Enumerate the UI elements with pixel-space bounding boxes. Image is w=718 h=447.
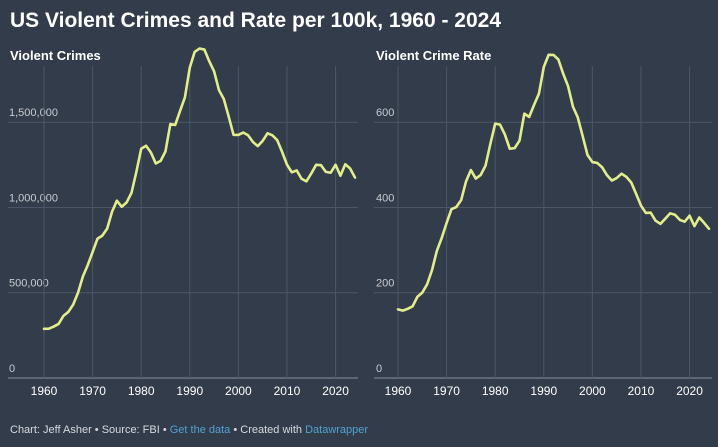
left-chart-title: Violent Crimes [10, 48, 101, 63]
datawrapper-link[interactable]: Datawrapper [305, 424, 369, 436]
violent-crimes-y-tick-label: 500,000 [9, 278, 49, 290]
violent-crimes-x-tick-label: 1960 [31, 384, 58, 398]
crime-rate-x-tick-label: 1990 [530, 384, 557, 398]
violent-crimes-x-tick-label: 2020 [322, 384, 349, 398]
footer-separator: • [159, 424, 170, 436]
violent-crimes-y-tick-label: 1,000,000 [9, 192, 58, 204]
violent-crimes-x-tick-label: 2000 [225, 384, 252, 398]
crime-rate-y-tick-label: 400 [376, 192, 394, 204]
crime-rate-y-tick-label: 200 [376, 278, 394, 290]
violent-crimes-x-tick-label: 1990 [176, 384, 203, 398]
violent-crimes-y-tick-label: 0 [9, 363, 15, 375]
footer-separator: • [91, 424, 102, 436]
footer-credit: Chart: Jeff Asher [10, 424, 92, 436]
footer-separator: • [230, 424, 241, 436]
right-chart-title: Violent Crime Rate [376, 48, 492, 63]
crime-rate-y-tick-label: 600 [376, 107, 394, 119]
get-the-data-link[interactable]: Get the data [169, 424, 231, 436]
crime-rate-x-tick-label: 1970 [433, 384, 460, 398]
violent-crimes-x-tick-label: 1980 [128, 384, 155, 398]
footer-created-with: Created with [240, 424, 306, 436]
footer: Chart: Jeff Asher • Source: FBI • Get th… [10, 424, 368, 436]
violent-crimes-y-tick-label: 1,500,000 [9, 107, 58, 119]
crime-rate-x-tick-label: 2020 [676, 384, 703, 398]
violent-crimes-x-tick-label: 1970 [79, 384, 106, 398]
crime-rate-x-tick-label: 2000 [579, 384, 606, 398]
chart-title: US Violent Crimes and Rate per 100k, 196… [10, 9, 502, 32]
crime-rate-x-tick-label: 1980 [482, 384, 509, 398]
crime-rate-series-line [396, 53, 711, 312]
crime-rate-y-tick-label: 0 [376, 363, 382, 375]
footer-source: Source: FBI [101, 424, 160, 436]
crime-rate-x-tick-label: 1960 [385, 384, 412, 398]
violent-crimes-series-line [42, 47, 357, 331]
crime-rate-x-tick-label: 2010 [628, 384, 655, 398]
violent-crimes-x-tick-label: 2010 [274, 384, 301, 398]
